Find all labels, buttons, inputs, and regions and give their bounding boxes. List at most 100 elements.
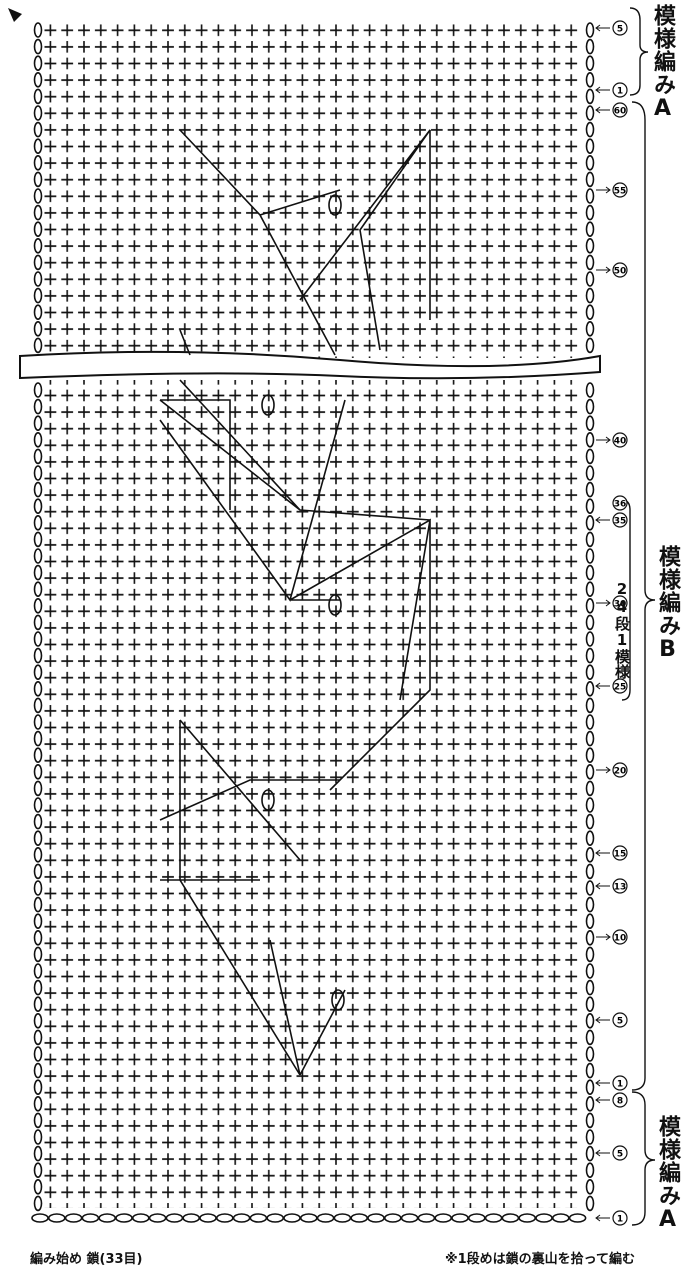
base-chain xyxy=(451,1213,469,1223)
chain-loop xyxy=(33,1029,43,1046)
chain-loop xyxy=(585,581,595,598)
chain-loop xyxy=(33,714,43,730)
base-chain xyxy=(535,1213,553,1223)
row-arrow xyxy=(596,766,611,774)
chain-loop xyxy=(585,337,595,354)
chain-loop xyxy=(33,481,43,498)
chain-loop xyxy=(585,398,595,415)
chain-loop xyxy=(585,238,595,254)
chain-loop xyxy=(585,271,595,287)
chain-loop xyxy=(33,304,43,321)
row-circle xyxy=(612,1210,628,1226)
row-numbers: 5 1 60 55 50 40 36 35 30 25 20 15 13 10 5 1 8 5 1 xyxy=(595,20,628,1226)
chain-loop xyxy=(585,1112,595,1129)
row-arrow xyxy=(595,1149,610,1157)
row-number: 1 xyxy=(617,1080,623,1090)
chain-loop xyxy=(33,498,43,515)
row-arrow xyxy=(596,186,611,194)
chain-loop xyxy=(33,337,43,354)
chain-loop xyxy=(33,88,43,105)
chain-loop xyxy=(585,105,595,121)
start-marker xyxy=(8,8,22,22)
row-number: 5 xyxy=(617,25,623,35)
row-number: 20 xyxy=(614,767,627,777)
chain-loop xyxy=(33,1112,43,1129)
base-chain xyxy=(199,1213,217,1223)
chain-loop xyxy=(33,415,43,432)
chain-loop xyxy=(585,254,595,271)
chain-loop xyxy=(33,880,43,896)
base-chain xyxy=(434,1213,453,1223)
base-chain xyxy=(316,1213,335,1223)
chain-loop xyxy=(33,431,43,448)
base-chain xyxy=(64,1213,83,1223)
chain-loop xyxy=(585,1179,595,1195)
base-chain xyxy=(182,1213,200,1223)
row-number: 10 xyxy=(614,934,627,944)
chain-loop xyxy=(33,1012,43,1029)
chain-loop xyxy=(585,747,595,764)
chain-loop xyxy=(585,1079,595,1095)
chain-loop xyxy=(585,481,595,498)
row-circle xyxy=(612,102,628,118)
chain-loop xyxy=(33,1145,43,1162)
chain-loop xyxy=(33,55,43,72)
chain-loop xyxy=(585,55,595,72)
row-number: 35 xyxy=(614,517,627,527)
base-chain xyxy=(132,1213,150,1223)
chain-loop xyxy=(33,22,43,38)
row-circle xyxy=(612,20,628,36)
chain-loop xyxy=(585,38,595,55)
base-chain xyxy=(165,1213,184,1223)
chain-loop xyxy=(33,929,43,946)
chain-loop xyxy=(33,664,43,681)
row-circle xyxy=(612,182,628,198)
edge-chains xyxy=(31,22,595,1223)
chain-loop xyxy=(585,22,595,38)
row-circle xyxy=(612,678,628,694)
chain-loop xyxy=(585,979,595,996)
base-chain xyxy=(383,1213,402,1223)
base-chain xyxy=(47,1213,66,1223)
chain-loop xyxy=(585,121,595,138)
row-number: 1 xyxy=(617,87,623,97)
chain-loop xyxy=(33,320,43,337)
chain-loop xyxy=(585,415,595,432)
chain-loop xyxy=(585,863,595,880)
chain-loop xyxy=(33,963,43,979)
row-number: 5 xyxy=(617,1150,623,1160)
chain-loop xyxy=(33,913,43,930)
row-number: 40 xyxy=(614,437,627,447)
base-chain xyxy=(232,1213,251,1223)
chain-loop xyxy=(33,896,43,913)
chain-loop xyxy=(585,155,595,171)
chain-loop xyxy=(33,863,43,880)
row-circle xyxy=(612,1075,628,1091)
chain-loop xyxy=(585,72,595,88)
chain-loop xyxy=(585,382,595,398)
row-arrow xyxy=(595,849,610,857)
base-chain xyxy=(283,1213,301,1223)
section-label: 模様編みA xyxy=(650,4,675,122)
chain-loop xyxy=(33,271,43,287)
row-number: 15 xyxy=(614,850,627,860)
chain-loop xyxy=(33,979,43,996)
chain-loop xyxy=(33,1062,43,1079)
row-arrow xyxy=(596,599,611,607)
row-circle xyxy=(612,1092,628,1108)
base-chain xyxy=(81,1213,100,1223)
row-circle xyxy=(612,432,628,448)
chain-loop xyxy=(33,72,43,88)
chain-loop xyxy=(585,1129,595,1145)
chain-loop xyxy=(585,896,595,913)
chain-loop xyxy=(585,730,595,747)
chain-loop xyxy=(585,1195,595,1212)
chain-loop xyxy=(33,680,43,697)
chain-loop xyxy=(585,763,595,780)
break-band xyxy=(19,350,601,380)
row-number: 8 xyxy=(617,1097,623,1107)
chain-loop xyxy=(33,597,43,614)
row-number: 25 xyxy=(614,683,627,693)
chain-loop xyxy=(585,963,595,979)
